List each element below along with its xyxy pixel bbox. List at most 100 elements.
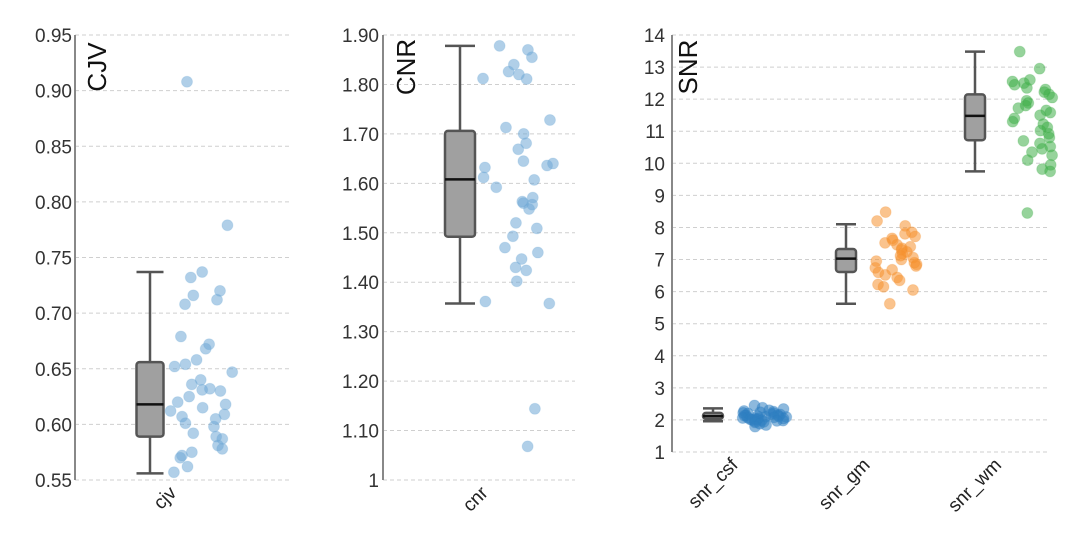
data-point [185, 378, 198, 391]
data-point [207, 420, 220, 433]
data-point [187, 427, 200, 440]
data-point [498, 241, 511, 254]
data-point [879, 206, 892, 219]
y-tick-label: 0.60 [35, 415, 72, 436]
data-point [1046, 91, 1059, 104]
panel-cjv: 0.55 0.60 0.65 0.70 0.75 0.80 0.85 0.90 0.95 CJV c… [35, 26, 290, 514]
data-point [221, 219, 234, 232]
y-tick-label: 1.50 [342, 224, 379, 245]
y-tick-label: 0.85 [35, 137, 72, 158]
y-tick-label: 8 [654, 218, 665, 239]
data-point [167, 466, 180, 479]
data-point [164, 405, 177, 418]
data-point [477, 171, 490, 184]
data-point [199, 342, 212, 355]
data-point [181, 460, 194, 473]
data-point [909, 230, 922, 243]
data-point [1044, 106, 1057, 119]
data-point [760, 419, 773, 432]
data-point [179, 358, 192, 371]
y-tick-label: 14 [644, 26, 666, 47]
points-cnr [477, 39, 559, 453]
data-point [190, 353, 203, 366]
points-snr_csf [736, 399, 793, 433]
data-point [184, 271, 197, 284]
data-point [216, 442, 229, 455]
category-label-cnr: cnr [459, 482, 493, 516]
y-tick-label: 1.10 [342, 422, 379, 443]
y-tick-label: 0.75 [35, 249, 72, 270]
y-axis-title: CJV [82, 42, 112, 92]
data-point [523, 203, 536, 216]
data-point [910, 259, 923, 272]
category-label-snr_csf: snr_csf [684, 454, 743, 513]
data-point [530, 222, 543, 235]
y-tick-label: 4 [654, 347, 665, 368]
data-point [1008, 78, 1021, 91]
data-point [185, 446, 198, 459]
data-point [512, 143, 525, 156]
data-point [214, 385, 227, 397]
data-point [210, 293, 223, 306]
data-point [543, 114, 556, 127]
data-point [883, 297, 896, 310]
iqr-box [443, 129, 477, 238]
y-tick-label: 0.65 [35, 360, 72, 381]
data-point [510, 275, 523, 288]
data-point [1013, 45, 1026, 58]
y-tick-label: 11 [645, 122, 665, 143]
y-tick-label: 0.70 [35, 304, 72, 325]
data-point [1021, 207, 1034, 220]
data-point [521, 440, 534, 453]
data-point [1033, 62, 1046, 75]
y-tick-label: 1 [368, 471, 379, 492]
data-point [226, 366, 239, 379]
data-point [543, 297, 556, 310]
box-cjv [135, 270, 165, 475]
y-tick-label: 10 [644, 154, 665, 175]
box-cnr [443, 44, 477, 305]
data-point [906, 284, 919, 297]
data-point [479, 295, 492, 308]
data-point [187, 289, 200, 302]
data-point [770, 414, 783, 427]
iqr-box [963, 93, 987, 142]
y-tick-label: 0.90 [35, 82, 72, 103]
y-tick-label: 3 [654, 379, 665, 400]
data-point [196, 265, 209, 278]
data-point [528, 402, 541, 415]
y-tick-label: 12 [644, 90, 665, 111]
y-tick-label: 1.80 [342, 75, 379, 96]
y-tick-label: 1 [654, 443, 665, 464]
category-label-snr_wm: snr_wm [944, 455, 1006, 517]
data-point [541, 159, 554, 172]
data-point [893, 274, 906, 287]
box-snr_csf [701, 407, 725, 423]
box-snr_wm [963, 50, 987, 173]
y-tick-label: 13 [644, 58, 665, 79]
data-point [502, 65, 515, 78]
y-tick-label: 1.90 [342, 26, 379, 47]
y-tick-label: 6 [654, 283, 665, 304]
data-point [196, 401, 209, 414]
data-point [879, 268, 892, 281]
y-tick-label: 1.20 [342, 372, 379, 393]
data-point [871, 215, 884, 228]
y-tick-label: 1.60 [342, 174, 379, 195]
data-point [179, 298, 192, 311]
category-label-cjv: cjv [150, 482, 182, 514]
data-point [879, 236, 892, 249]
data-point [174, 330, 187, 343]
points-snr_wm [1006, 45, 1059, 220]
data-point [499, 121, 512, 134]
data-point [183, 390, 196, 403]
data-point [168, 360, 181, 373]
iqr-box [135, 360, 165, 438]
data-point [490, 181, 503, 194]
data-point [1020, 81, 1033, 94]
category-label-snr_gm: snr_gm [815, 455, 875, 515]
data-point [509, 216, 522, 229]
y-tick-label: 1.40 [342, 273, 379, 294]
